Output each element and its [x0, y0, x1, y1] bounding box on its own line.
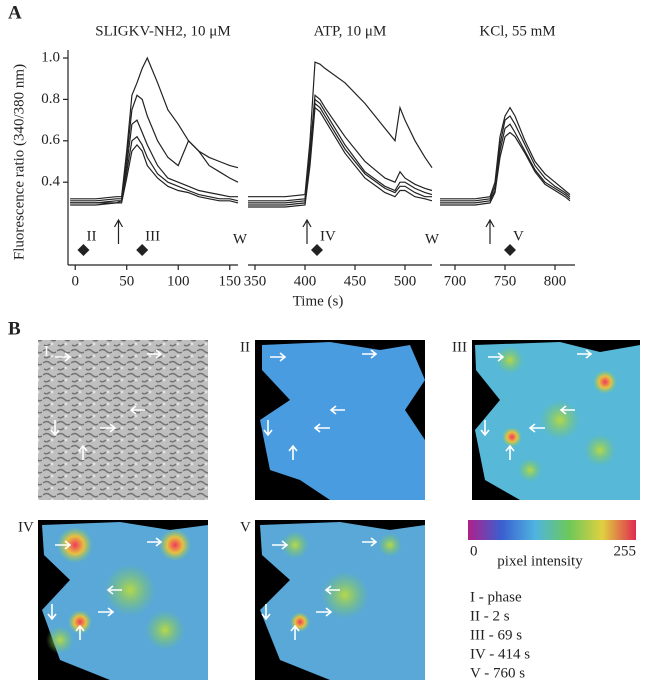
- marker-label: IV: [320, 228, 336, 244]
- image-ratio: [255, 520, 425, 680]
- x-tick-label: 500: [394, 273, 417, 289]
- x-axis-label: Time (s): [293, 293, 344, 309]
- image-label: IV: [18, 519, 34, 535]
- stimulus-marker: [77, 244, 90, 256]
- y-tick-label: 0.4: [41, 174, 60, 190]
- trace: [70, 94, 239, 202]
- trace: [440, 106, 571, 200]
- stimulus-marker: [311, 244, 323, 256]
- trace: [440, 131, 571, 206]
- chart-title: SLIGKV-NH2, 10 μM: [95, 23, 230, 39]
- colorbar-title: pixel intensity: [497, 553, 583, 569]
- x-tick-label: 450: [344, 273, 367, 289]
- x-tick-label: 700: [444, 273, 467, 289]
- wash-label: W: [233, 231, 248, 247]
- application-arrow: [485, 218, 495, 244]
- image-ratio: [255, 340, 425, 500]
- x-tick-label: 350: [244, 273, 267, 289]
- marker-label: II: [86, 228, 96, 244]
- trace: [248, 106, 433, 208]
- trace: [70, 56, 239, 200]
- image-label: V: [240, 519, 251, 535]
- panel-label: B: [8, 318, 21, 339]
- trace: [440, 123, 571, 204]
- colorbar-max: 255: [614, 543, 637, 559]
- y-tick-label: 0.8: [41, 91, 60, 107]
- colorbar: [468, 520, 636, 540]
- chart-title: ATP, 10 μM: [314, 23, 387, 39]
- trace: [248, 102, 432, 206]
- colorbar-min: 0: [470, 543, 478, 559]
- image-ratio: [38, 520, 208, 680]
- x-tick-label: 800: [544, 273, 567, 289]
- image-label: I: [44, 343, 49, 359]
- key-entry: IV - 414 s: [470, 646, 530, 662]
- x-tick-label: 400: [294, 273, 317, 289]
- image-arrows: [47, 349, 593, 640]
- key-entry: III - 69 s: [470, 627, 522, 643]
- marker-label: III: [145, 228, 160, 244]
- key-entry: II - 2 s: [470, 608, 510, 624]
- panel-label: A: [8, 2, 22, 23]
- key-entry: I - phase: [470, 589, 522, 605]
- trace: [440, 115, 571, 202]
- image-label: III: [452, 339, 467, 355]
- trace: [248, 94, 433, 202]
- trace: [248, 98, 433, 204]
- image-label: II: [240, 339, 250, 355]
- image-phase: [38, 340, 208, 500]
- trace: [70, 143, 239, 206]
- y-axis-label: Fluorescence ratio (340/380 nm): [11, 64, 27, 260]
- trace: [70, 119, 238, 204]
- wash-label: W: [425, 231, 440, 247]
- chart-title: KCl, 55 mM: [479, 23, 555, 39]
- x-tick-label: 750: [494, 273, 517, 289]
- x-tick-label: 50: [119, 273, 134, 289]
- trace: [248, 61, 433, 198]
- stimulus-marker: [136, 244, 149, 256]
- x-tick-label: 100: [167, 273, 190, 289]
- x-tick-label: 150: [219, 273, 242, 289]
- key-entry: V - 760 s: [470, 665, 525, 681]
- y-tick-label: 1.0: [41, 49, 60, 65]
- image-ratio: [472, 340, 640, 500]
- x-tick-label: 0: [71, 273, 79, 289]
- marker-label: V: [513, 228, 524, 244]
- application-arrow: [113, 218, 124, 244]
- stimulus-marker: [504, 244, 516, 256]
- y-tick-label: 0.6: [41, 132, 60, 148]
- application-arrow: [302, 218, 312, 244]
